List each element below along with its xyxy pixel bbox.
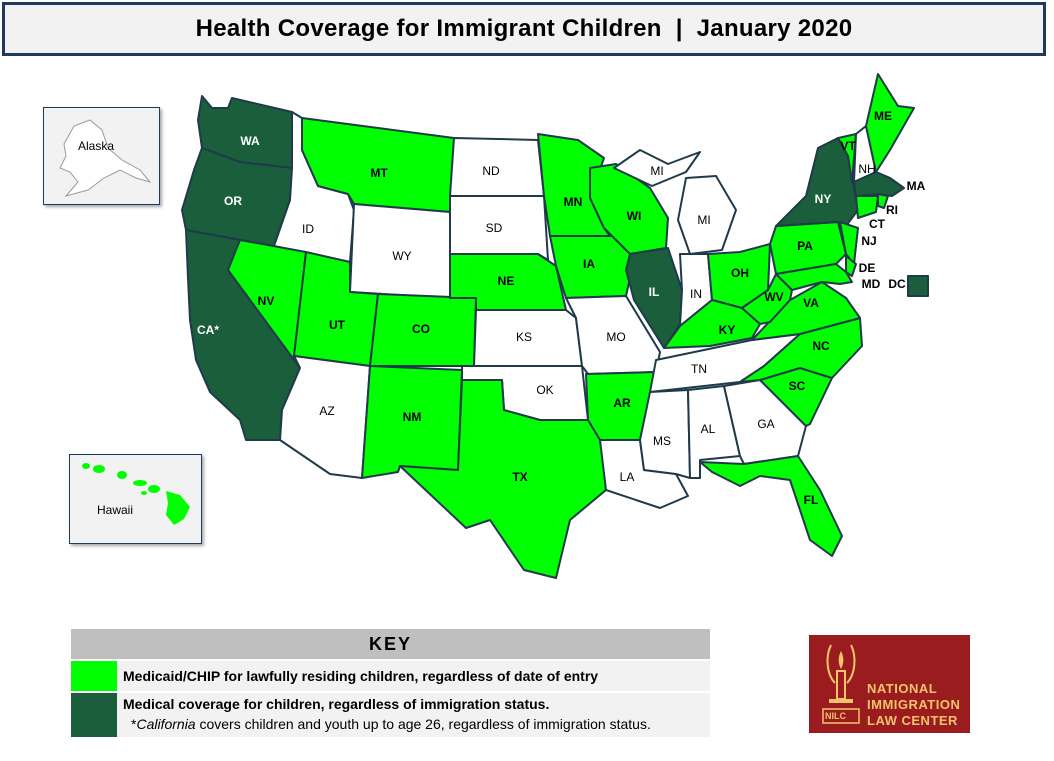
state-md bbox=[775, 263, 853, 291]
lawful-swatch bbox=[71, 661, 117, 691]
label-va: VA bbox=[803, 296, 819, 310]
label-nc: NC bbox=[812, 339, 830, 353]
california-note: *California covers children and youth up… bbox=[131, 716, 651, 732]
label-ia: IA bbox=[583, 257, 595, 271]
label-ks: KS bbox=[516, 330, 532, 344]
logo-badge: NILC bbox=[825, 711, 846, 721]
label-ri: RI bbox=[886, 203, 898, 217]
state-ct bbox=[855, 195, 879, 219]
label-la: LA bbox=[620, 470, 635, 484]
all-status-swatch bbox=[71, 693, 117, 737]
label-ky: KY bbox=[719, 323, 736, 337]
label-ms: MS bbox=[653, 434, 671, 448]
label-ca: CA* bbox=[197, 323, 219, 337]
label-id: ID bbox=[302, 222, 314, 236]
nilc-logo: NILC NATIONAL IMMIGRATION LAW CENTER bbox=[809, 635, 970, 733]
label-sc: SC bbox=[789, 379, 806, 393]
map-title: Health Coverage for Immigrant Children |… bbox=[195, 15, 853, 42]
key-row-lawful: Medicaid/CHIP for lawfully residing chil… bbox=[71, 661, 710, 691]
label-ga: GA bbox=[757, 417, 774, 431]
state-de bbox=[845, 255, 857, 277]
hawaii-shape bbox=[82, 463, 190, 525]
label-nh: NH bbox=[858, 162, 875, 176]
label-ct: CT bbox=[869, 217, 886, 231]
state-mi-up bbox=[613, 149, 701, 187]
label-wv: WV bbox=[764, 290, 783, 304]
label-oh: OH bbox=[731, 266, 749, 280]
logo-line-2: IMMIGRATION bbox=[867, 697, 961, 712]
label-sd: SD bbox=[486, 221, 503, 235]
label-nj: NJ bbox=[861, 234, 876, 248]
label-fl: FL bbox=[804, 493, 819, 507]
label-wi: WI bbox=[627, 209, 642, 223]
state-wv bbox=[741, 273, 793, 325]
hawaii-label: Hawaii bbox=[97, 503, 134, 517]
label-ok: OK bbox=[536, 383, 553, 397]
alaska-shape bbox=[59, 119, 152, 197]
torch-icon bbox=[822, 644, 860, 724]
label-mi: MI bbox=[697, 213, 710, 227]
label-wa: WA bbox=[240, 134, 260, 148]
label-nd: ND bbox=[482, 164, 500, 178]
label-ne: NE bbox=[498, 274, 515, 288]
label-me: ME bbox=[874, 109, 892, 123]
label-tx: TX bbox=[512, 470, 527, 484]
label-in: IN bbox=[690, 287, 702, 301]
label-or: OR bbox=[224, 194, 242, 208]
label-al: AL bbox=[701, 422, 716, 436]
state-vt bbox=[837, 133, 857, 183]
note-asterisk: * bbox=[131, 716, 137, 732]
label-nv: NV bbox=[258, 294, 275, 308]
title-bar: Health Coverage for Immigrant Children |… bbox=[2, 2, 1046, 56]
label-mt: MT bbox=[370, 166, 388, 180]
alaska-inset: Alaska bbox=[43, 107, 160, 205]
label-md: MD bbox=[862, 277, 881, 291]
label-dc: DC bbox=[888, 277, 906, 291]
label-tn: TN bbox=[691, 362, 707, 376]
label-ma: MA bbox=[907, 179, 926, 193]
label-mn: MN bbox=[564, 195, 583, 209]
label-wy: WY bbox=[392, 249, 411, 263]
logo-line-1: NATIONAL bbox=[867, 681, 938, 696]
label-ny: NY bbox=[815, 192, 832, 206]
key-heading: KEY bbox=[71, 629, 710, 659]
label-az: AZ bbox=[319, 404, 334, 418]
label-pa: PA bbox=[797, 239, 813, 253]
label-ar: AR bbox=[613, 396, 631, 410]
state-fl bbox=[699, 455, 843, 557]
note-rest: covers children and youth up to age 26, … bbox=[195, 716, 651, 732]
state-nc bbox=[739, 317, 863, 383]
label-co: CO bbox=[412, 322, 430, 336]
state-mi bbox=[677, 175, 737, 255]
label-nm: NM bbox=[403, 410, 422, 424]
label-il: IL bbox=[649, 285, 660, 299]
key-row-all: Medical coverage for children, regardles… bbox=[71, 693, 710, 737]
label-vt: VT bbox=[840, 139, 856, 153]
logo-line-3: LAW CENTER bbox=[867, 713, 958, 728]
alaska-label: Alaska bbox=[78, 139, 115, 153]
label-de: DE bbox=[859, 261, 876, 275]
label-mi-up: MI bbox=[650, 164, 663, 178]
all-status-label: Medical coverage for children, regardles… bbox=[123, 696, 550, 712]
note-california: California bbox=[136, 716, 196, 732]
lawful-label: Medicaid/CHIP for lawfully residing chil… bbox=[123, 668, 599, 684]
state-tx bbox=[399, 379, 607, 579]
hawaii-inset: Hawaii bbox=[69, 454, 202, 544]
label-ut: UT bbox=[329, 318, 346, 332]
label-mo: MO bbox=[606, 330, 625, 344]
state-dc bbox=[907, 275, 929, 297]
